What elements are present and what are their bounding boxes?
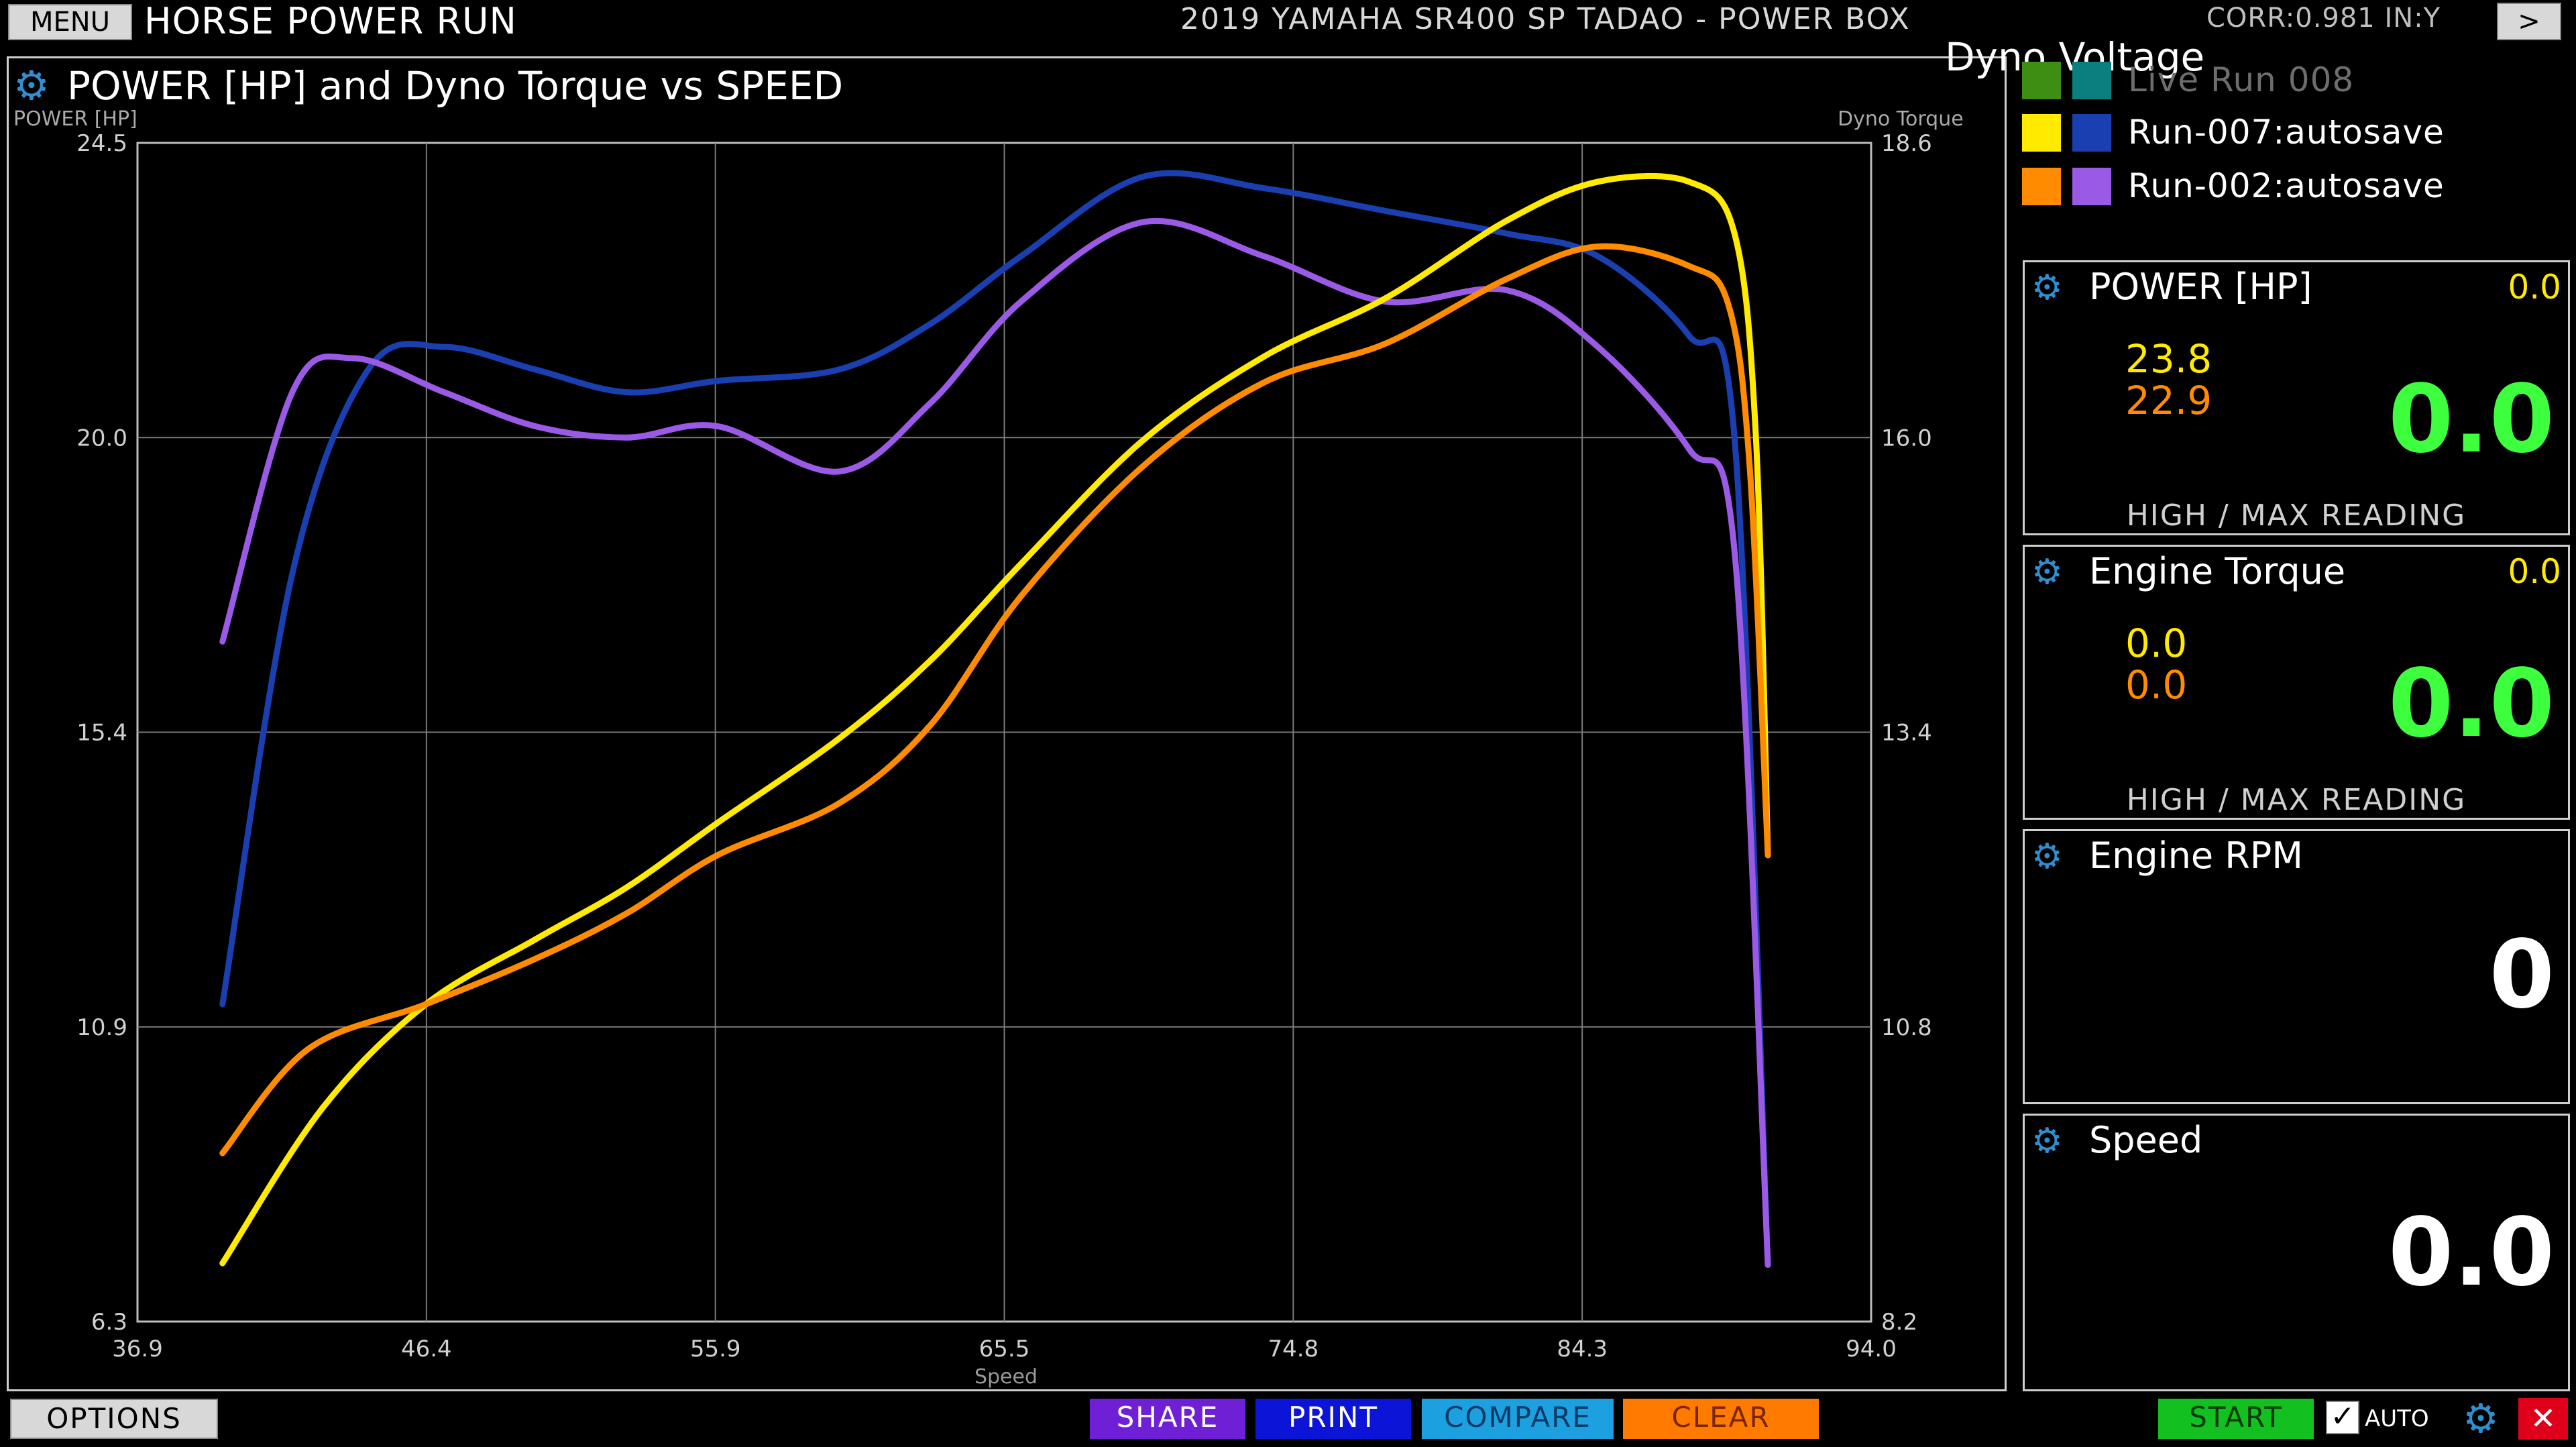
auto-label: AUTO xyxy=(2365,1405,2429,1432)
right-axis-title: Dyno Torque xyxy=(1838,107,1964,131)
gauge-hint: HIGH / MAX READING xyxy=(2126,783,2467,817)
engine-rpm-gauge[interactable]: ⚙ Engine RPM 0 xyxy=(2023,829,2570,1104)
engine-torque-gauge[interactable]: ⚙ Engine Torque 0.0 0.0 0.0 0.0 HIGH / M… xyxy=(2023,545,2570,820)
vehicle-label: 2019 YAMAHA SR400 SP TADAO - POWER BOX xyxy=(1180,2,1911,36)
x-tick-label: 65.5 xyxy=(979,1336,1030,1362)
gauge-title: Engine Torque xyxy=(2089,550,2346,592)
correction-label: CORR:0.981 IN:Y xyxy=(2206,3,2441,34)
x-tick-label: 46.4 xyxy=(401,1336,452,1362)
legend-swatch-power xyxy=(2022,62,2061,99)
legend-label: Live Run 008 xyxy=(2128,60,2355,99)
legend-label: Run-007:autosave xyxy=(2128,113,2445,152)
series-line-power-run-007-autosave xyxy=(219,172,1771,1267)
y-right-tick-label: 10.8 xyxy=(1881,1014,1932,1041)
settings-gear-icon[interactable]: ⚙ xyxy=(2463,1395,2499,1442)
share-button[interactable]: SHARE xyxy=(1090,1399,1245,1439)
menu-button[interactable]: MENU xyxy=(8,4,132,40)
y-right-tick-label: 13.4 xyxy=(1881,720,1932,747)
y-tick-label: 15.4 xyxy=(76,720,127,747)
legend-swatch-torque xyxy=(2072,62,2111,99)
legend-swatch-power xyxy=(2022,114,2061,152)
legend-label: Run-002:autosave xyxy=(2128,166,2445,205)
y-tick-label: 20.0 xyxy=(76,425,127,451)
gauge-hint: HIGH / MAX READING xyxy=(2126,498,2467,533)
gear-icon[interactable]: ⚙ xyxy=(2031,552,2063,592)
y-tick-label: 10.9 xyxy=(76,1014,127,1041)
y-right-tick-label: 8.2 xyxy=(1881,1309,1917,1336)
gear-icon[interactable]: ⚙ xyxy=(2031,1121,2063,1161)
options-button[interactable]: OPTIONS xyxy=(10,1399,218,1439)
y-tick-label: 24.5 xyxy=(76,130,127,157)
x-axis-label: Speed xyxy=(974,1365,1038,1389)
x-tick-label: 74.8 xyxy=(1268,1336,1319,1362)
gear-icon[interactable]: ⚙ xyxy=(2031,268,2063,308)
gauge-title: POWER [HP] xyxy=(2089,266,2312,308)
chart-settings-gear-icon[interactable]: ⚙ xyxy=(13,62,50,109)
series-line-torque-run-007-autosave xyxy=(219,170,1771,1269)
series-line-torque-run-002-autosave xyxy=(219,217,1771,1269)
x-tick-label: 55.9 xyxy=(690,1336,741,1362)
x-tick-label: 94.0 xyxy=(1846,1336,1897,1362)
next-button[interactable]: > xyxy=(2497,3,2561,40)
x-tick-label: 84.3 xyxy=(1557,1336,1608,1362)
gauge-high-run-1: 23.8 xyxy=(2125,336,2213,382)
gauge-high-run-2: 22.9 xyxy=(2125,378,2213,423)
series-line-power-run-002-autosave xyxy=(219,243,1771,1157)
chart-title: POWER [HP] and Dyno Torque vs SPEED xyxy=(67,63,844,109)
app-title: HORSE POWER RUN xyxy=(144,0,517,42)
gauge-big-value: 0.0 xyxy=(2388,1198,2555,1307)
y-right-tick-label: 16.0 xyxy=(1881,425,1932,451)
speed-gauge[interactable]: ⚙ Speed 0.0 xyxy=(2023,1114,2570,1391)
gauge-current-value: 0.0 xyxy=(2508,552,2561,591)
dyno-chart[interactable]: 36.9 46.4 55.9 65.5 74.8 84.3 94.0 6.3 10.9 15.4 2… xyxy=(0,0,2007,1395)
chart-panel xyxy=(7,56,2007,1391)
x-tick-label: 36.9 xyxy=(112,1336,163,1362)
gauge-big-value: 0.0 xyxy=(2388,649,2555,759)
gauge-big-value: 0.0 xyxy=(2388,365,2555,474)
legend-swatch-torque xyxy=(2072,168,2111,205)
print-button[interactable]: PRINT xyxy=(1255,1399,1411,1439)
y-right-tick-label: 18.6 xyxy=(1881,130,1932,157)
legend-swatch-torque xyxy=(2072,114,2111,152)
gauge-high-run-1: 0.0 xyxy=(2125,621,2188,666)
left-axis-title: POWER [HP] xyxy=(13,107,137,131)
gear-icon[interactable]: ⚙ xyxy=(2031,837,2063,877)
legend-swatch-power xyxy=(2022,168,2061,205)
gauge-big-value: 0 xyxy=(2489,920,2555,1030)
gauge-title: Speed xyxy=(2089,1119,2203,1161)
close-button[interactable]: ✕ xyxy=(2518,1398,2568,1440)
gauge-current-value: 0.0 xyxy=(2508,268,2561,307)
gauge-high-run-2: 0.0 xyxy=(2125,662,2188,708)
compare-button[interactable]: COMPARE xyxy=(1422,1399,1614,1439)
start-button[interactable]: START xyxy=(2158,1399,2314,1439)
clear-button[interactable]: CLEAR xyxy=(1623,1399,1819,1439)
gauge-title: Engine RPM xyxy=(2089,835,2303,877)
auto-checkbox[interactable]: ✓ xyxy=(2326,1401,2359,1434)
y-tick-label: 6.3 xyxy=(91,1309,127,1336)
power-gauge[interactable]: ⚙ POWER [HP] 0.0 23.8 22.9 0.0 HIGH / MA… xyxy=(2023,260,2570,535)
